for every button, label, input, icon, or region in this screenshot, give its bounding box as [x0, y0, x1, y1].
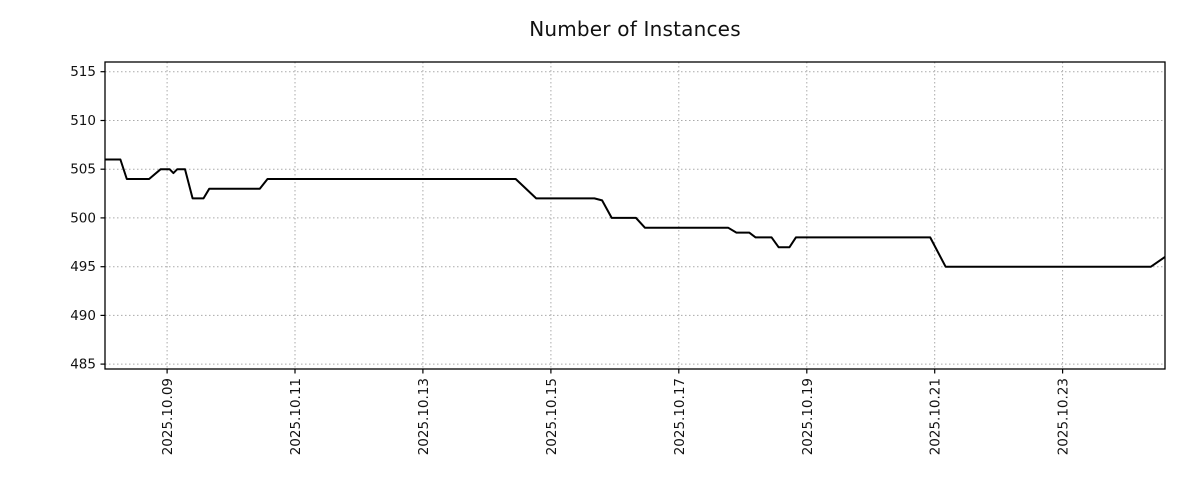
x-tick-label: 2025.10.09	[160, 378, 176, 455]
y-tick-label: 495	[70, 259, 96, 275]
y-tick-label: 505	[70, 162, 96, 178]
axes-layer	[100, 61, 1166, 374]
grid-layer	[105, 62, 1165, 369]
x-tick-label: 2025.10.15	[544, 378, 560, 455]
y-tick-label: 485	[70, 357, 96, 373]
y-tick-label: 510	[70, 113, 96, 129]
plot-border	[104, 61, 1166, 370]
x-tick-label: 2025.10.23	[1056, 378, 1072, 455]
series-line-instances	[105, 158, 1166, 268]
x-tick-label: 2025.10.19	[800, 378, 816, 455]
chart-title: Number of Instances	[529, 17, 741, 41]
x-tick-label: 2025.10.11	[288, 378, 304, 455]
x-tick-label: 2025.10.13	[416, 378, 432, 455]
x-tick-label: 2025.10.21	[928, 378, 944, 455]
x-tick-label: 2025.10.17	[672, 378, 688, 455]
y-tick-label: 490	[70, 308, 96, 324]
tick-labels: 485 490 495 500 505 510 515 2025.10.09 2025.10.1…	[70, 64, 1071, 455]
y-tick-label: 515	[70, 64, 96, 80]
y-tick-label: 500	[70, 210, 96, 226]
